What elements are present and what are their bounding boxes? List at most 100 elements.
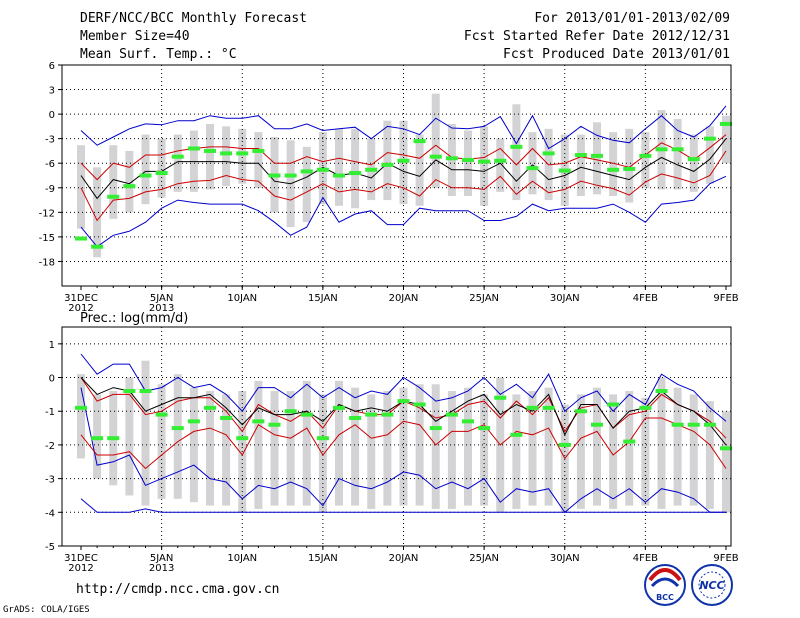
x-tick-label: 30JAN <box>550 293 580 304</box>
observed-marker <box>236 436 249 441</box>
y-tick-label: -6 <box>45 159 55 170</box>
y-tick-label: -18 <box>39 257 55 268</box>
x-year-label: 2012 <box>68 563 93 574</box>
spread-box <box>302 380 311 506</box>
spread-box <box>189 387 198 503</box>
observed-marker <box>381 412 394 417</box>
spread-box <box>157 384 166 499</box>
spread-box <box>157 138 166 198</box>
spread-box <box>673 119 682 190</box>
spread-box <box>173 134 182 192</box>
spread-box <box>689 134 698 192</box>
y-tick-label: -15 <box>39 233 55 244</box>
y-tick-label: 0 <box>49 374 55 385</box>
y-tick-label: -12 <box>39 208 55 219</box>
observed-marker <box>171 154 184 159</box>
spread-box <box>431 93 440 188</box>
percentile-25-line <box>80 150 727 222</box>
bcc-logo-swoosh-icon <box>648 568 682 582</box>
observed-marker <box>397 158 410 163</box>
spread-box <box>641 132 650 188</box>
x-year-label: 2012 <box>68 303 93 314</box>
spread-box <box>270 391 279 506</box>
observed-marker <box>510 144 523 149</box>
spread-box <box>141 134 150 205</box>
observed-marker <box>639 405 652 410</box>
x-tick-label: 5JAN <box>150 293 173 304</box>
spread-box <box>576 134 585 196</box>
observed-marker <box>397 399 410 404</box>
spread-box <box>125 150 134 213</box>
observed-marker <box>107 436 120 441</box>
observed-marker <box>720 121 732 126</box>
observed-marker <box>574 153 587 158</box>
ensemble-mean-line <box>80 138 727 200</box>
observed-marker <box>91 244 104 249</box>
plot-frame <box>61 326 732 547</box>
spread-box <box>77 374 85 459</box>
spread-box <box>286 391 295 506</box>
x-tick-label: 30JAN <box>550 553 580 564</box>
observed-marker <box>462 419 474 424</box>
ensemble-floor-line <box>80 498 726 513</box>
spread-box <box>609 132 618 196</box>
spread-box <box>705 126 714 184</box>
ncc-logo-text: NCC <box>699 579 724 592</box>
spread-box <box>609 394 618 509</box>
spread-box <box>657 377 666 509</box>
spread-box <box>625 128 634 203</box>
spread-box <box>415 134 424 206</box>
observed-marker <box>558 442 571 447</box>
observed-marker <box>687 157 700 162</box>
y-tick-label: -1 <box>45 407 55 418</box>
observed-marker <box>284 173 297 178</box>
footer-url: http://cmdp.ncc.cma.gov.cn <box>76 582 280 597</box>
observed-marker <box>349 415 362 420</box>
x-tick-label: 20JAN <box>389 553 419 564</box>
x-tick-label: 4FEB <box>633 293 658 304</box>
y-tick-label: -3 <box>45 135 55 146</box>
observed-marker <box>429 426 442 431</box>
observed-marker <box>333 173 345 178</box>
x-tick-label: 15JAN <box>308 553 338 564</box>
y-tick-label: 6 <box>49 61 55 72</box>
spread-box <box>93 167 102 258</box>
ncc-logo-globe-icon <box>698 571 726 599</box>
observed-marker <box>284 409 297 414</box>
spread-box <box>206 391 214 506</box>
spread-box <box>141 360 150 506</box>
observed-marker <box>445 156 458 161</box>
observed-marker <box>478 426 491 431</box>
observed-marker <box>220 151 233 156</box>
member-size-label: Member Size=40 <box>80 29 190 44</box>
x-year-label: 2013 <box>149 563 174 574</box>
x-year-label: 2013 <box>149 303 174 314</box>
observed-marker <box>429 154 442 159</box>
spread-box <box>109 145 118 219</box>
observed-marker <box>623 166 636 171</box>
observed-marker <box>655 389 668 394</box>
x-tick-label: 9FEB <box>713 293 738 304</box>
spread-box <box>302 146 311 223</box>
observed-marker <box>655 147 668 152</box>
spread-box <box>238 128 247 184</box>
spread-box <box>254 132 263 188</box>
observed-marker <box>591 422 603 427</box>
observed-marker <box>139 389 152 394</box>
observed-marker <box>703 422 716 427</box>
observed-marker <box>494 395 507 400</box>
y-tick-label: -4 <box>45 508 55 519</box>
observed-marker <box>236 151 249 156</box>
observed-marker <box>300 169 313 174</box>
observed-marker <box>268 422 281 427</box>
observed-marker <box>139 173 152 178</box>
fcst-started-date: Fcst Started Refer Date 2012/12/31 <box>463 29 730 44</box>
x-tick-label: 25JAN <box>469 293 499 304</box>
observed-marker <box>220 415 233 420</box>
observed-marker <box>591 153 603 158</box>
ensemble-min-line <box>80 175 727 248</box>
x-tick-label: 10JAN <box>227 553 257 564</box>
chart-panel-1 <box>58 64 732 290</box>
y-tick-label: -2 <box>45 441 55 452</box>
